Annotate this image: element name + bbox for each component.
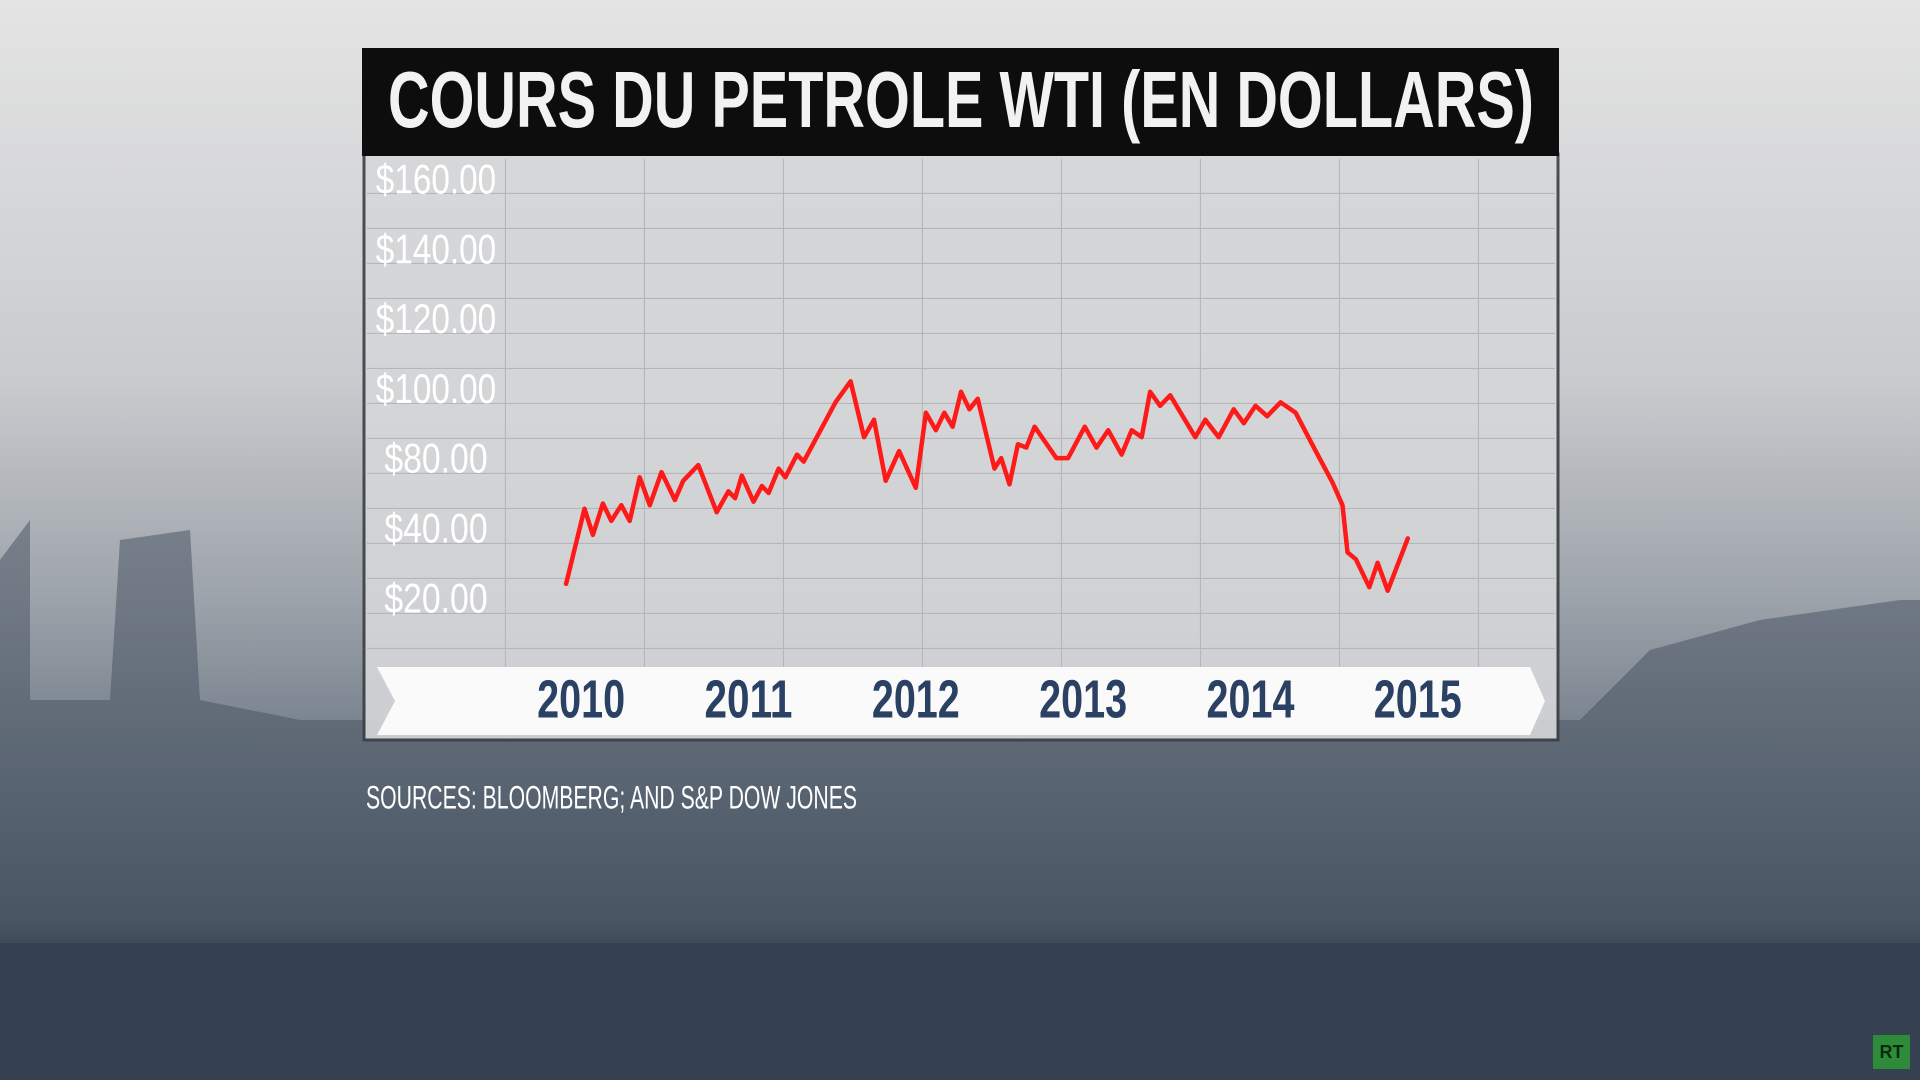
logo-box <box>1873 1035 1910 1069</box>
x-tick-label: 2010 <box>537 669 625 729</box>
y-tick-label: $140.00 <box>376 225 496 272</box>
source-note: SOURCES: BLOOMBERG; AND S&P DOW JONES <box>366 779 857 815</box>
x-tick-label: 2011 <box>704 669 792 729</box>
x-tick-label: 2013 <box>1039 669 1127 729</box>
title-bar <box>362 48 1559 156</box>
series <box>563 379 1411 593</box>
logo: RT <box>1880 1042 1904 1062</box>
x-axis-ribbon <box>377 667 1545 735</box>
ticks: $20.00 $40.00 $80.00 $100.00 $120.00 $140.00 $… <box>376 155 1462 729</box>
x-tick-label: 2014 <box>1206 669 1294 729</box>
plot-grid <box>367 159 1555 669</box>
y-tick-label: $80.00 <box>384 435 487 482</box>
y-tick-label: $160.00 <box>376 155 496 202</box>
price-line <box>563 379 1411 593</box>
y-tick-label: $120.00 <box>376 295 496 342</box>
y-tick-label: $20.00 <box>384 574 487 621</box>
y-tick-label: $40.00 <box>384 504 487 551</box>
x-tick-label: 2012 <box>872 669 960 729</box>
chart-title: COURS DU PETROLE WTI (EN DOLLARS) <box>388 55 1534 144</box>
x-tick-label: 2015 <box>1374 669 1462 729</box>
y-tick-label: $100.00 <box>376 365 496 412</box>
